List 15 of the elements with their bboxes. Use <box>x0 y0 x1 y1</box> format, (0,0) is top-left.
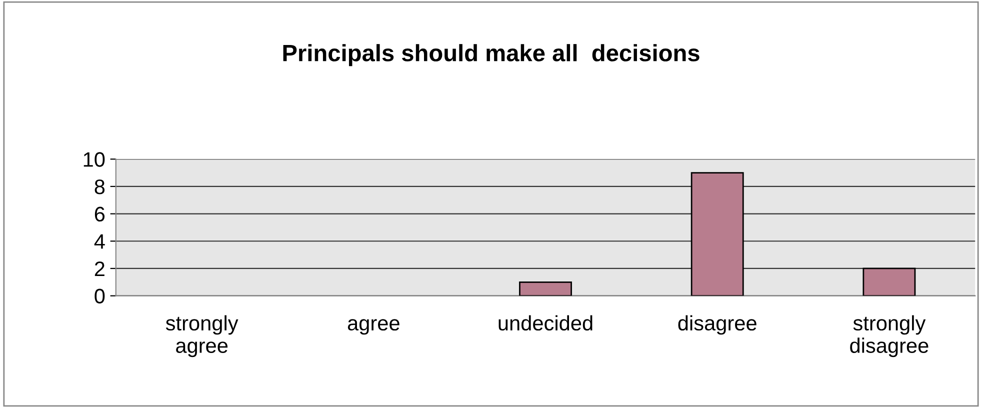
y-tick-label: 8 <box>94 179 105 194</box>
bar <box>519 281 572 296</box>
y-tick-label: 0 <box>94 288 105 304</box>
bar <box>690 172 744 296</box>
x-tick-label: agree <box>348 319 400 335</box>
y-tick-label: 6 <box>94 206 105 222</box>
bar <box>862 268 916 296</box>
y-tick-label: 4 <box>94 234 105 249</box>
x-tick-label: undecided <box>498 315 592 331</box>
y-tick-label: 10 <box>84 152 105 167</box>
x-tick-label: strongly disagree <box>850 315 928 358</box>
x-tick-label: disagree <box>678 315 756 335</box>
x-tick-label: strongly agree <box>166 315 238 358</box>
y-tick-label: 2 <box>94 261 104 276</box>
chart-title: Principals should make all decisions <box>283 44 700 66</box>
